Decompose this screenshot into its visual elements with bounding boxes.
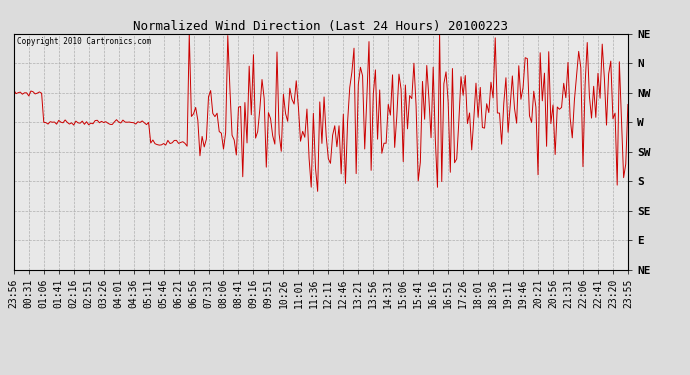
Text: Copyright 2010 Cartronics.com: Copyright 2010 Cartronics.com <box>17 37 151 46</box>
Title: Normalized Wind Direction (Last 24 Hours) 20100223: Normalized Wind Direction (Last 24 Hours… <box>133 20 509 33</box>
